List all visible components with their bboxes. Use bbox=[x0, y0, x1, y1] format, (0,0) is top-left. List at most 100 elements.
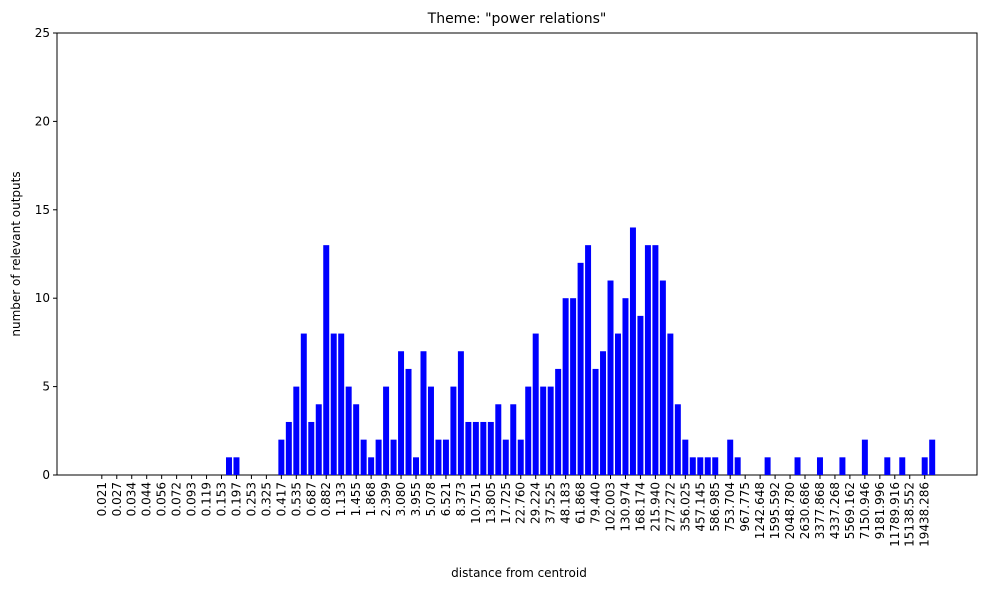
bar bbox=[667, 333, 674, 475]
bar bbox=[360, 439, 367, 475]
x-tick-label: 457.145 bbox=[693, 482, 707, 532]
bar bbox=[383, 386, 390, 475]
x-tick-label: 102.003 bbox=[604, 482, 618, 532]
bar bbox=[689, 457, 696, 475]
x-tick-label: 3.955 bbox=[409, 482, 423, 516]
x-tick-label: 5569.162 bbox=[843, 482, 857, 539]
bar bbox=[532, 333, 539, 475]
chart-title: Theme: "power relations" bbox=[427, 11, 607, 27]
bar bbox=[405, 368, 412, 475]
x-tick-label: 967.775 bbox=[738, 482, 752, 532]
bar bbox=[884, 457, 891, 475]
x-tick-label: 61.868 bbox=[574, 482, 588, 524]
bar bbox=[315, 404, 322, 475]
y-tick-label: 10 bbox=[35, 291, 50, 305]
x-tick-label: 11789.916 bbox=[888, 482, 902, 547]
x-tick-label: 0.044 bbox=[140, 482, 154, 516]
x-tick-label: 4337.268 bbox=[828, 482, 842, 539]
x-tick-label: 0.687 bbox=[304, 482, 318, 516]
x-tick-label: 277.272 bbox=[663, 482, 677, 532]
bar bbox=[487, 421, 494, 475]
bar bbox=[502, 439, 509, 475]
x-tick-label: 6.521 bbox=[439, 482, 453, 516]
x-tick-label: 356.025 bbox=[678, 482, 692, 532]
x-tick-label: 168.174 bbox=[633, 482, 647, 532]
x-tick-label: 1595.592 bbox=[768, 482, 782, 539]
x-tick-label: 0.417 bbox=[274, 482, 288, 516]
y-tick-label: 5 bbox=[42, 380, 50, 394]
x-tick-label: 753.704 bbox=[723, 482, 737, 532]
bar bbox=[614, 333, 621, 475]
x-tick-label: 37.525 bbox=[544, 482, 558, 524]
bar bbox=[285, 421, 292, 475]
bar bbox=[427, 386, 434, 475]
bar bbox=[345, 386, 352, 475]
x-tick-label: 130.974 bbox=[618, 482, 632, 532]
bar bbox=[525, 386, 532, 475]
x-tick-label: 79.440 bbox=[589, 482, 603, 524]
bar bbox=[420, 351, 427, 475]
bar bbox=[839, 457, 846, 475]
bar bbox=[323, 245, 330, 475]
x-tick-label: 48.183 bbox=[559, 482, 573, 524]
bar bbox=[465, 421, 472, 475]
x-tick-label: 2.399 bbox=[379, 482, 393, 516]
bar bbox=[816, 457, 823, 475]
bar bbox=[600, 351, 607, 475]
bar bbox=[607, 280, 614, 475]
x-tick-label: 1242.648 bbox=[753, 482, 767, 539]
bar bbox=[353, 404, 360, 475]
plot-frame bbox=[56, 32, 978, 476]
x-tick-label: 0.056 bbox=[155, 482, 169, 516]
x-tick-label: 0.072 bbox=[170, 482, 184, 516]
bar bbox=[644, 245, 651, 475]
x-tick-label: 29.224 bbox=[529, 482, 543, 524]
bar bbox=[555, 368, 562, 475]
bar bbox=[390, 439, 397, 475]
bar bbox=[330, 333, 337, 475]
bar bbox=[674, 404, 681, 475]
bar bbox=[585, 245, 592, 475]
bar bbox=[921, 457, 928, 475]
bar bbox=[764, 457, 771, 475]
bar bbox=[278, 439, 285, 475]
y-axis-label: number of relevant outputs bbox=[9, 171, 23, 336]
x-tick-label: 10.751 bbox=[469, 482, 483, 524]
x-tick-label: 3377.868 bbox=[813, 482, 827, 539]
bar bbox=[413, 457, 420, 475]
bar bbox=[629, 227, 636, 475]
bar bbox=[562, 298, 569, 475]
bar bbox=[510, 404, 517, 475]
bar bbox=[592, 368, 599, 475]
bar bbox=[899, 457, 906, 475]
x-tick-label: 0.253 bbox=[244, 482, 258, 516]
x-tick-label: 1.133 bbox=[334, 482, 348, 516]
bar bbox=[697, 457, 704, 475]
bar bbox=[652, 245, 659, 475]
x-tick-label: 17.725 bbox=[499, 482, 513, 524]
x-tick-label: 0.882 bbox=[319, 482, 333, 516]
bar bbox=[480, 421, 487, 475]
x-tick-label: 0.021 bbox=[95, 482, 109, 516]
x-tick-label: 215.940 bbox=[648, 482, 662, 532]
bar bbox=[682, 439, 689, 475]
bar bbox=[398, 351, 405, 475]
bar bbox=[225, 457, 232, 475]
x-tick-label: 1.868 bbox=[364, 482, 378, 516]
bar bbox=[540, 386, 547, 475]
x-tick-label: 0.153 bbox=[215, 482, 229, 516]
x-tick-label: 0.027 bbox=[110, 482, 124, 516]
bar bbox=[577, 262, 584, 475]
bar bbox=[300, 333, 307, 475]
bar bbox=[435, 439, 442, 475]
bar bbox=[472, 421, 479, 475]
x-tick-label: 15138.552 bbox=[903, 482, 917, 547]
y-tick-label: 25 bbox=[35, 26, 50, 40]
x-tick-label: 3.080 bbox=[394, 482, 408, 516]
x-tick-label: 0.325 bbox=[259, 482, 273, 516]
x-tick-label: 8.373 bbox=[454, 482, 468, 516]
bar bbox=[704, 457, 711, 475]
bar bbox=[308, 421, 315, 475]
bar bbox=[734, 457, 741, 475]
